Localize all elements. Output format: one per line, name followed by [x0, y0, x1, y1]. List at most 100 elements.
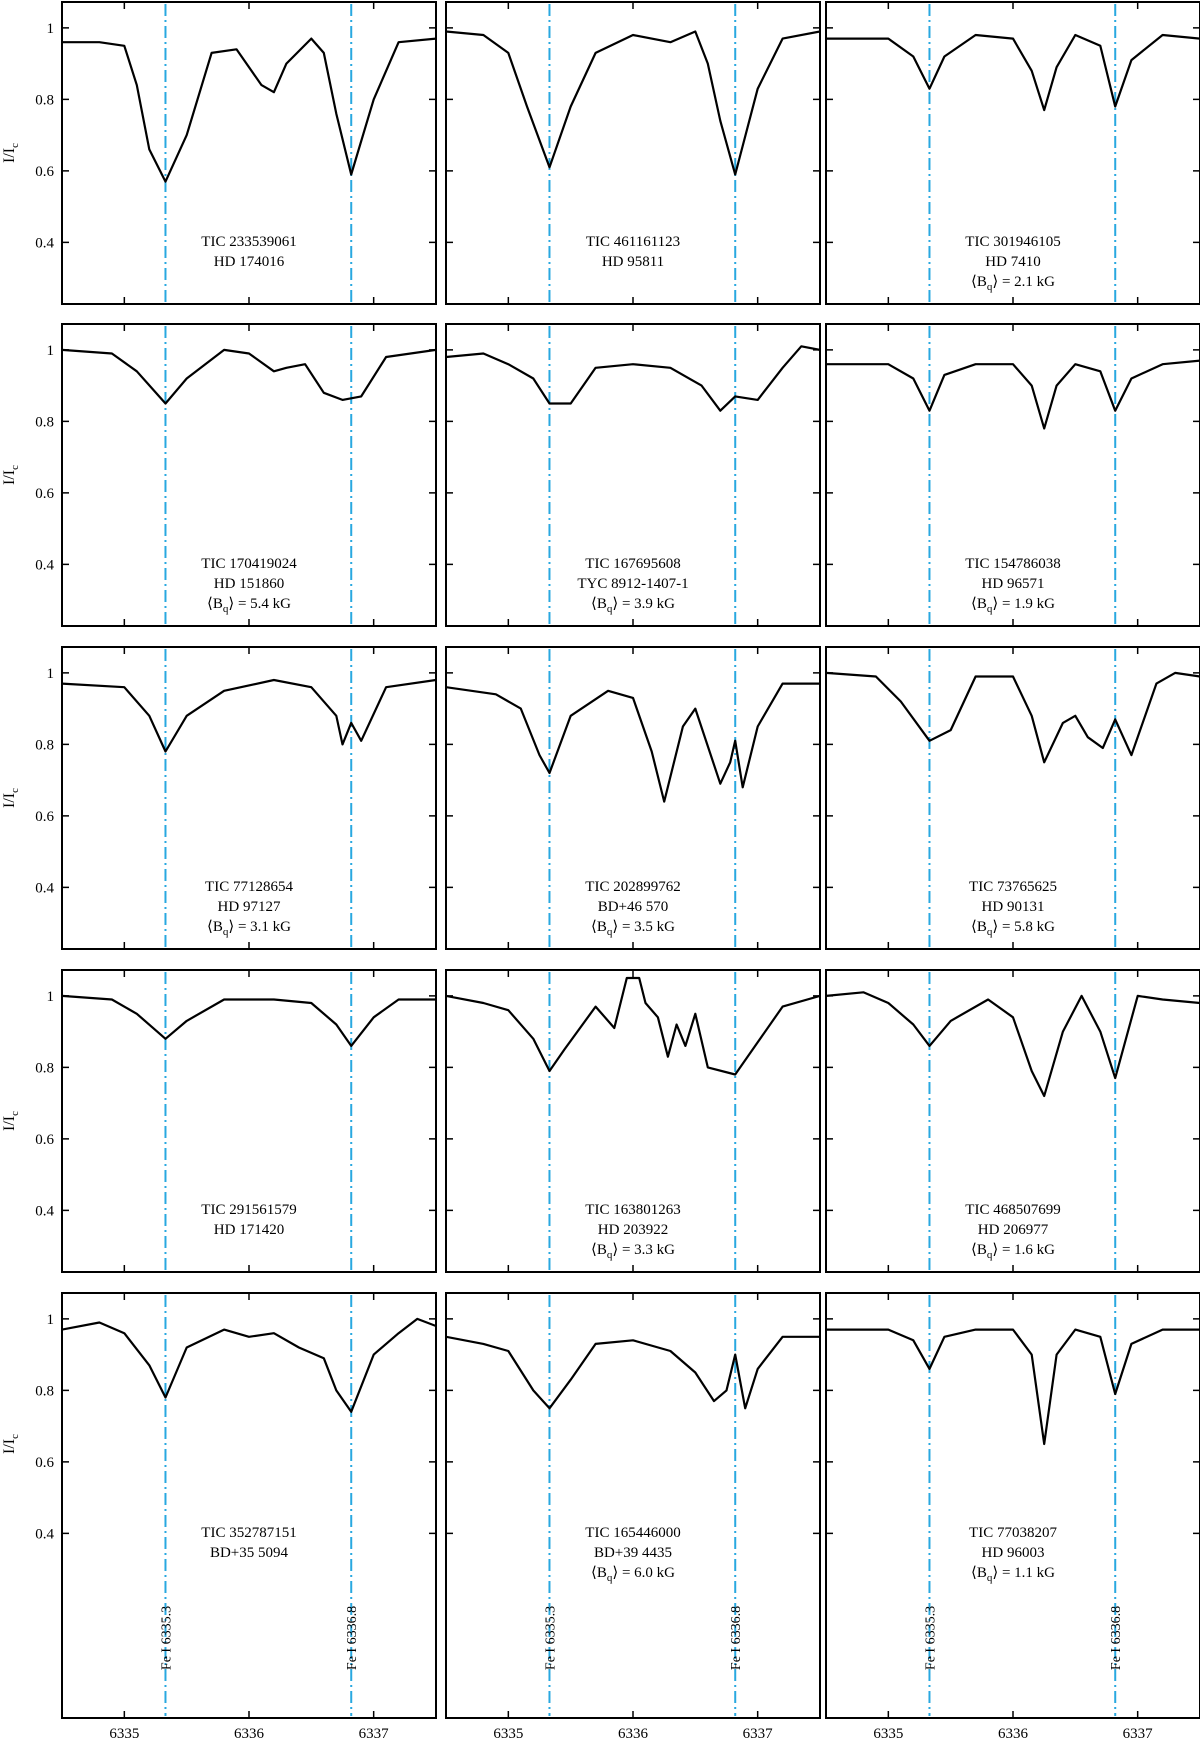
- y-tick-label: 1: [47, 989, 55, 1005]
- spectrum-line: [62, 678, 436, 753]
- x-tick-label: 6337: [743, 1726, 774, 1738]
- field-label-part: ⟩ = 3.1 kG: [228, 919, 291, 935]
- star-tic-label: TIC 77038207: [969, 1525, 1057, 1541]
- field-strength-label: ⟨Bq⟩ = 3.1 kG: [207, 919, 291, 938]
- star-tic-label: TIC 352787151: [201, 1525, 296, 1541]
- star-name-label: HD 7410: [985, 254, 1040, 270]
- y-axis-label: I/Ic: [1, 143, 21, 163]
- field-label-subscript: q: [987, 1249, 993, 1261]
- fe-line-label: Fe I 6335.3: [543, 1606, 558, 1670]
- star-tic-label: TIC 301946105: [965, 234, 1060, 250]
- spectrum-panel: TIC 170419024 HD 151860 ⟨Bq⟩ = 5.4 kG: [61, 323, 437, 627]
- panel-grid: TIC 233539061 HD 174016 TIC 461161123 HD 95…: [61, 1, 1200, 1719]
- field-label-part: ⟩ = 6.0 kG: [612, 1565, 675, 1581]
- spectrum-panel: TIC 301946105 HD 7410 ⟨Bq⟩ = 2.1 kG: [825, 1, 1200, 305]
- spectrum-line: [826, 1328, 1200, 1446]
- x-tick-label: 6336: [998, 1726, 1029, 1738]
- y-axis-label-subscript: c: [9, 465, 21, 470]
- star-tic-label: TIC 170419024: [201, 556, 297, 572]
- axes-labels: 0.4 0.6 0.8 1 I/Ic 0.4 0.6 0.8 1 I/Ic 0.4 0.6 0.8 1 I/…: [1, 21, 1153, 1738]
- x-tick-label: 6335: [493, 1726, 523, 1738]
- panel-frame: [445, 1292, 821, 1719]
- spectrum-panel: TIC 461161123 HD 95811: [445, 1, 821, 305]
- star-tic-label: TIC 233539061: [201, 234, 296, 250]
- spectrum-line: [446, 30, 820, 176]
- spectrum-panel: TIC 468507699 HD 206977 ⟨Bq⟩ = 1.6 kG: [825, 969, 1200, 1273]
- fe-line-label: Fe I 6336.8: [345, 1606, 360, 1670]
- star-name-label: HD 95811: [602, 254, 664, 270]
- field-label-subscript: q: [987, 281, 993, 293]
- y-tick-label: 0.4: [35, 1526, 54, 1542]
- star-name-label: HD 97127: [218, 899, 281, 915]
- y-tick-label: 0.6: [35, 1132, 54, 1148]
- spectrum-panel: TIC 165446000 BD+39 4435 ⟨Bq⟩ = 6.0 kG Fe I…: [445, 1292, 821, 1719]
- y-tick-label: 0.4: [35, 1203, 54, 1219]
- field-label-part: ⟨B: [971, 1242, 987, 1258]
- y-axis-label: I/Ic: [1, 1111, 21, 1131]
- y-axis-label: I/Ic: [1, 788, 21, 808]
- field-label-part: ⟨B: [591, 1242, 607, 1258]
- x-tick-label: 6335: [109, 1726, 139, 1738]
- y-tick-label: 0.8: [35, 1383, 54, 1399]
- field-label-part: ⟩ = 2.1 kG: [992, 274, 1055, 290]
- y-axis-label-subscript: c: [9, 1111, 21, 1116]
- field-label-part: ⟩ = 5.4 kG: [228, 596, 291, 612]
- star-name-label: HD 151860: [214, 576, 284, 592]
- spectrum-panel: TIC 352787151 BD+35 5094 Fe I 6335.3 Fe I 6…: [61, 1292, 437, 1719]
- star-name-label: BD+35 5094: [210, 1545, 289, 1561]
- y-tick-label: 1: [47, 21, 55, 37]
- spectrum-panel: TIC 77128654 HD 97127 ⟨Bq⟩ = 3.1 kG: [61, 646, 437, 950]
- star-name-label: BD+46 570: [598, 899, 669, 915]
- field-label-subscript: q: [607, 1572, 613, 1584]
- y-tick-label: 1: [47, 1312, 55, 1328]
- x-tick-label: 6337: [1123, 1726, 1154, 1738]
- star-tic-label: TIC 167695608: [585, 556, 680, 572]
- spectrum-panel: TIC 73765625 HD 90131 ⟨Bq⟩ = 5.8 kG: [825, 646, 1200, 950]
- y-tick-label: 0.8: [35, 1060, 54, 1076]
- fe-line-label: Fe I 6335.3: [923, 1606, 938, 1670]
- star-tic-label: TIC 202899762: [585, 879, 680, 895]
- field-label-subscript: q: [987, 926, 993, 938]
- field-label-part: ⟩ = 3.3 kG: [612, 1242, 675, 1258]
- field-label-part: ⟨B: [591, 596, 607, 612]
- field-strength-label: ⟨Bq⟩ = 6.0 kG: [591, 1565, 675, 1584]
- field-label-subscript: q: [607, 926, 613, 938]
- field-strength-label: ⟨Bq⟩ = 1.1 kG: [971, 1565, 1055, 1584]
- y-tick-label: 0.8: [35, 737, 54, 753]
- y-axis-label: I/Ic: [1, 1434, 21, 1454]
- star-tic-label: TIC 468507699: [965, 1202, 1060, 1218]
- star-tic-label: TIC 163801263: [585, 1202, 680, 1218]
- y-tick-label: 0.4: [35, 235, 54, 251]
- star-name-label: HD 203922: [598, 1222, 668, 1238]
- field-strength-label: ⟨Bq⟩ = 3.3 kG: [591, 1242, 675, 1261]
- spectrum-line: [62, 348, 436, 405]
- spectrum-panel: TIC 167695608 TYC 8912-1407-1 ⟨Bq⟩ = 3.9 k…: [445, 323, 821, 627]
- spectrum-line: [826, 33, 1200, 112]
- field-strength-label: ⟨Bq⟩ = 1.6 kG: [971, 1242, 1055, 1261]
- x-tick-label: 6337: [359, 1726, 390, 1738]
- spectrum-panel: TIC 233539061 HD 174016: [61, 1, 437, 305]
- field-label-part: ⟩ = 3.5 kG: [612, 919, 675, 935]
- field-strength-label: ⟨Bq⟩ = 5.4 kG: [207, 596, 291, 615]
- field-label-subscript: q: [223, 603, 229, 615]
- field-label-part: ⟨B: [971, 274, 987, 290]
- field-label-part: ⟩ = 3.9 kG: [612, 596, 675, 612]
- spectrum-line: [446, 345, 820, 412]
- field-label-part: ⟩ = 5.8 kG: [992, 919, 1055, 935]
- spectrum-line: [62, 37, 436, 183]
- field-strength-label: ⟨Bq⟩ = 1.9 kG: [971, 596, 1055, 615]
- star-tic-label: TIC 461161123: [586, 234, 680, 250]
- spectrum-line: [826, 359, 1200, 430]
- field-label-part: ⟩ = 1.9 kG: [992, 596, 1055, 612]
- panel-frame: [61, 1292, 437, 1719]
- y-tick-label: 0.6: [35, 486, 54, 502]
- fe-line-label: Fe I 6335.3: [159, 1606, 174, 1670]
- y-tick-label: 0.4: [35, 880, 54, 896]
- spectrum-line: [62, 994, 436, 1048]
- field-label-subscript: q: [607, 603, 613, 615]
- x-tick-label: 6335: [873, 1726, 903, 1738]
- field-strength-label: ⟨Bq⟩ = 5.8 kG: [971, 919, 1055, 938]
- spectrum-panel: TIC 163801263 HD 203922 ⟨Bq⟩ = 3.3 kG: [445, 969, 821, 1273]
- y-tick-label: 0.4: [35, 557, 54, 573]
- spectrum-panel: TIC 154786038 HD 96571 ⟨Bq⟩ = 1.9 kG: [825, 323, 1200, 627]
